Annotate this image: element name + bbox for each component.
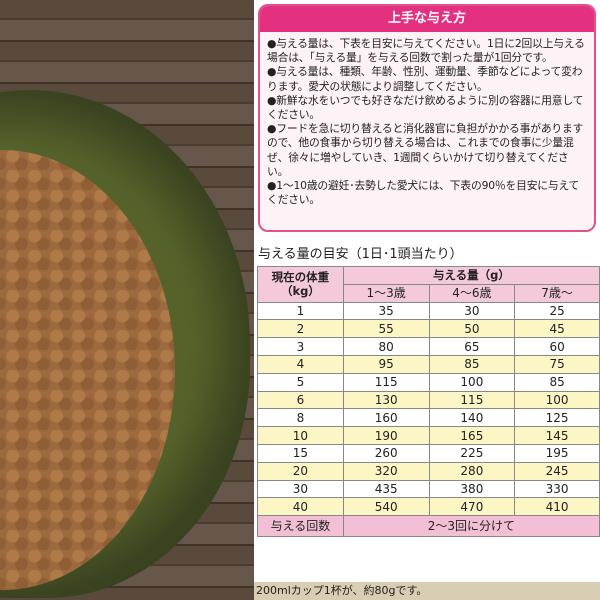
amount-cell: 260 <box>342 443 430 463</box>
weight-cell: 3 <box>257 337 344 356</box>
weight-cell: 4 <box>257 354 344 374</box>
weight-cell: 5 <box>257 372 344 392</box>
table-row: 8 160 140 125 <box>257 408 600 428</box>
tip-item: ●1〜10歳の避妊･去勢した愛犬には、下表の90％を目安に与えてください。 <box>267 179 580 207</box>
weight-cell: 15 <box>257 443 344 463</box>
tips-title: 上手な与え方 <box>260 6 594 32</box>
table-row: 5 115 100 85 <box>257 372 600 392</box>
age-header: 7歳〜 <box>514 283 600 303</box>
amount-cell: 140 <box>428 408 516 428</box>
weight-cell: 8 <box>257 408 344 428</box>
amount-cell: 55 <box>342 319 430 339</box>
amount-cell: 75 <box>514 354 600 374</box>
age-header: 1〜3歳 <box>342 283 430 303</box>
table-row: 6 130 115 100 <box>257 390 600 410</box>
amount-cell: 130 <box>342 390 430 410</box>
amount-cell: 95 <box>342 354 430 374</box>
weight-header-label: 現在の体重 <box>271 270 330 285</box>
tip-item: ●新鮮な水をいつでも好きなだけ飲めるように別の容器に用意してください。 <box>267 93 584 122</box>
amount-cell: 320 <box>342 461 430 481</box>
amount-cell: 125 <box>514 408 600 428</box>
table-row: 1 35 30 25 <box>257 301 600 321</box>
weight-cell: 30 <box>257 479 344 499</box>
table-body: 1 35 30 25 2 55 50 45 3 80 65 60 4 95 85 75 5 115 100 85 6 13… <box>257 301 600 517</box>
amount-cell: 190 <box>342 426 430 445</box>
weight-cell: 10 <box>257 426 344 445</box>
table-row: 2 55 50 45 <box>257 319 600 339</box>
tip-item: ●与える量は、下表を目安に与えてください。1日に2回以上与える場合は、「与える量… <box>267 37 585 65</box>
amount-cell: 160 <box>342 408 430 428</box>
feeding-guide-panel: 上手な与え方 ●与える量は、下表を目安に与えてください。1日に2回以上与える場合… <box>254 0 600 600</box>
amount-cell: 50 <box>428 319 516 339</box>
tip-item: ●フードを急に切り替えると消化器官に負担がかかる事がありますので、他の食事から切… <box>267 122 584 178</box>
table-row: 20 320 280 245 <box>257 461 600 481</box>
footer-row: 与える回数 2〜3回に分けて <box>257 515 600 538</box>
table-row: 30 435 380 330 <box>257 479 600 499</box>
amount-cell: 115 <box>342 372 430 392</box>
amount-cell: 470 <box>428 497 516 517</box>
amount-cell: 410 <box>514 497 600 517</box>
amount-cell: 330 <box>514 479 600 499</box>
amount-cell: 380 <box>428 479 516 499</box>
amount-cell: 245 <box>514 461 600 481</box>
amount-cell: 195 <box>514 443 600 463</box>
dog-food-bowl-photo <box>0 0 254 600</box>
amount-cell: 35 <box>342 301 430 321</box>
amount-cell: 100 <box>514 390 600 410</box>
weight-cell: 2 <box>257 319 344 339</box>
age-header: 4〜6歳 <box>428 283 516 303</box>
weight-cell: 6 <box>257 390 344 410</box>
weight-unit-label: （kg） <box>280 284 320 299</box>
amount-cell: 60 <box>514 337 600 356</box>
amount-cell: 65 <box>428 337 516 356</box>
table-row: 10 190 165 145 <box>257 426 600 445</box>
table-row: 40 540 470 410 <box>257 497 600 517</box>
amount-cell: 145 <box>514 426 600 445</box>
table-row: 3 80 65 60 <box>257 337 600 356</box>
amount-cell: 165 <box>428 426 516 445</box>
amount-cell: 30 <box>428 301 516 321</box>
amount-cell: 25 <box>514 301 600 321</box>
table-title: 与える量の目安（1日･1頭当たり） <box>258 247 463 262</box>
table-row: 4 95 85 75 <box>257 354 600 374</box>
weight-cell: 20 <box>257 461 344 481</box>
amount-cell: 100 <box>428 372 516 392</box>
weight-header: 現在の体重 （kg） <box>257 266 344 303</box>
amount-cell: 85 <box>428 354 516 374</box>
amount-cell: 85 <box>514 372 600 392</box>
amount-cell: 280 <box>428 461 516 481</box>
amount-cell: 115 <box>428 390 516 410</box>
tip-item: ●与える量は、種類、年齢、性別、運動量、季節などによって変わります。愛犬の状態に… <box>267 65 583 93</box>
table-row: 15 260 225 195 <box>257 443 600 463</box>
feeding-table: 現在の体重 （kg） 与える量（g） 1〜3歳 4〜6歳 7歳〜 1 35 30 25 2… <box>257 266 600 538</box>
cup-note: 200mlカップ1杯が、約80gです。 <box>254 582 600 600</box>
amount-cell: 540 <box>342 497 430 517</box>
amount-header: 与える量（g） <box>342 266 600 285</box>
footer-value: 2〜3回に分けて <box>342 515 600 538</box>
amount-cell: 80 <box>342 337 430 356</box>
amount-cell: 45 <box>514 319 600 339</box>
amount-cell: 435 <box>342 479 430 499</box>
amount-cell: 225 <box>428 443 516 463</box>
weight-cell: 40 <box>257 497 344 517</box>
weight-cell: 1 <box>257 301 344 321</box>
footer-label: 与える回数 <box>257 515 344 538</box>
feeding-tips-box: 上手な与え方 ●与える量は、下表を目安に与えてください。1日に2回以上与える場合… <box>258 4 596 232</box>
